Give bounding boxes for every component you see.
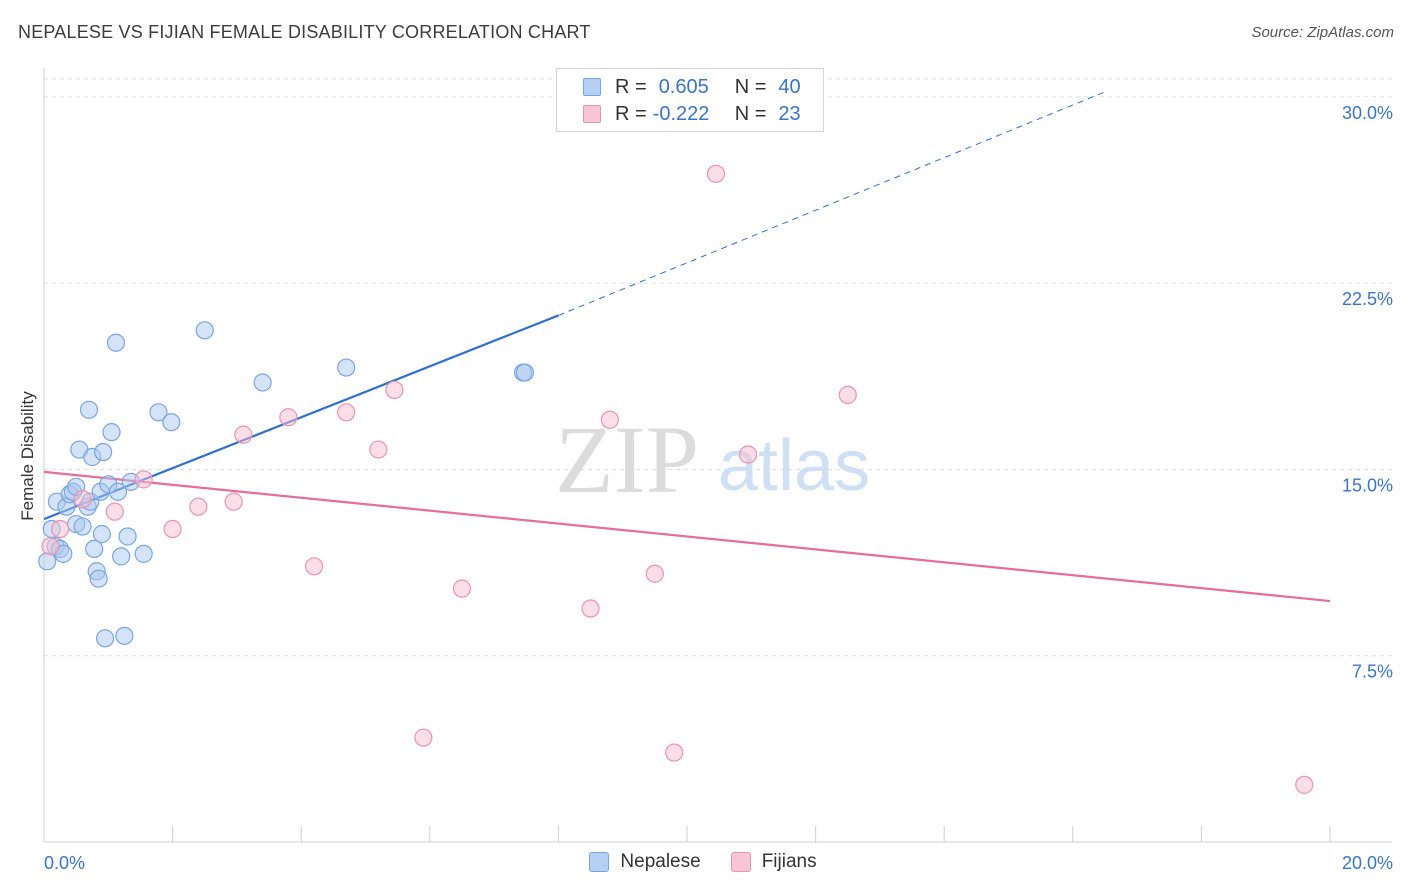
- nepalese-point: [195, 321, 214, 340]
- watermark: ZIP atlas: [555, 406, 870, 513]
- fijians-point: [665, 743, 684, 762]
- legend-n-label: N =: [734, 75, 767, 98]
- series-legend: Nepalese Fijians: [0, 851, 1406, 873]
- nepalese-point: [79, 400, 99, 419]
- y-tick-label: 30.0%: [1342, 103, 1393, 123]
- legend-label-fijians: Fijians: [761, 851, 817, 872]
- y-axis-label: Female Disability: [18, 391, 37, 521]
- fijians-point: [163, 519, 182, 539]
- nepalese-point: [94, 442, 113, 462]
- legend-row-fijians: R = -0.222 N = 23: [583, 102, 801, 126]
- nepalese-point: [85, 539, 104, 559]
- nepalese-point: [95, 629, 115, 648]
- fijians-point: [452, 579, 472, 598]
- legend-swatch-fijians: [583, 105, 601, 123]
- legend-swatch-nepalese: [583, 78, 601, 96]
- legend-r-label: R =: [615, 75, 647, 98]
- data-points: [38, 164, 1314, 794]
- fijians-point: [41, 537, 60, 556]
- legend-n-value: 23: [778, 102, 801, 125]
- nepalese-point: [149, 403, 168, 422]
- fijians-trend-line: [43, 470, 1331, 603]
- nepalese-point: [515, 363, 535, 382]
- nepalese-point: [115, 626, 134, 645]
- fijians-point: [73, 490, 92, 509]
- fijians-point: [1295, 775, 1314, 794]
- fijians-point: [234, 425, 253, 444]
- fijians-point: [134, 470, 153, 489]
- correlation-legend: R = 0.605 N = 40 R = -0.222 N = 23: [556, 68, 824, 132]
- legend-row-nepalese: R = 0.605 N = 40: [583, 75, 801, 99]
- legend-swatch-nepalese: [589, 852, 610, 872]
- fijians-point: [738, 445, 758, 464]
- fijians-point: [706, 164, 726, 183]
- fijians-point: [581, 599, 600, 618]
- nepalese-point: [106, 333, 126, 352]
- trend-lines: [43, 91, 1331, 603]
- y-tick-label: 7.5%: [1352, 662, 1393, 682]
- legend-n-label: N =: [734, 102, 767, 125]
- nepalese-point: [73, 517, 92, 536]
- nepalese-point: [38, 552, 57, 571]
- nepalese-point: [112, 547, 131, 566]
- x-tick-label: 20.0%: [1342, 853, 1393, 873]
- nepalese-point: [89, 569, 108, 588]
- nepalese-point: [118, 527, 137, 546]
- fijians-point: [838, 385, 857, 405]
- fijians-point: [279, 408, 298, 427]
- legend-r-label: R =: [615, 102, 647, 125]
- tick-labels: 7.5% 15.0% 22.5% 30.0% 0.0% 20.0%: [44, 103, 1393, 873]
- source-label: Source: ZipAtlas.com: [1251, 24, 1394, 41]
- fijians-point: [414, 728, 433, 747]
- legend-item-fijians[interactable]: Fijians: [730, 851, 817, 873]
- fijians-point: [645, 564, 664, 583]
- fijians-point: [105, 502, 124, 521]
- nepalese-point: [108, 482, 128, 501]
- fijians-point: [337, 403, 356, 422]
- nepalese-point: [134, 544, 153, 563]
- axes: [43, 68, 1392, 843]
- fijians-point: [224, 492, 243, 511]
- fijians-point: [385, 380, 404, 400]
- nepalese-point: [337, 358, 356, 377]
- watermark-atlas: atlas: [718, 426, 870, 506]
- legend-swatch-fijians: [730, 852, 751, 872]
- x-tick-label: 0.0%: [44, 853, 85, 873]
- fijians-point: [600, 410, 619, 429]
- nepalese-point: [253, 373, 272, 392]
- y-tick-label: 15.0%: [1342, 475, 1393, 495]
- nepalese-point: [162, 413, 181, 432]
- watermark-zip: ZIP: [555, 406, 699, 513]
- fijians-point: [304, 557, 324, 576]
- chart-title: NEPALESE VS FIJIAN FEMALE DISABILITY COR…: [18, 22, 591, 42]
- legend-r-value: 0.605: [658, 75, 709, 98]
- fijians-point: [369, 440, 388, 459]
- legend-n-value: 40: [778, 75, 801, 98]
- fijians-point: [50, 519, 70, 539]
- nepalese-point: [102, 423, 121, 442]
- y-tick-label: 22.5%: [1342, 289, 1393, 309]
- nepalese-point: [92, 524, 111, 544]
- fijians-point: [189, 497, 208, 516]
- legend-item-nepalese[interactable]: Nepalese: [589, 851, 701, 873]
- legend-label-nepalese: Nepalese: [620, 851, 701, 872]
- legend-r-value: -0.222: [652, 102, 710, 125]
